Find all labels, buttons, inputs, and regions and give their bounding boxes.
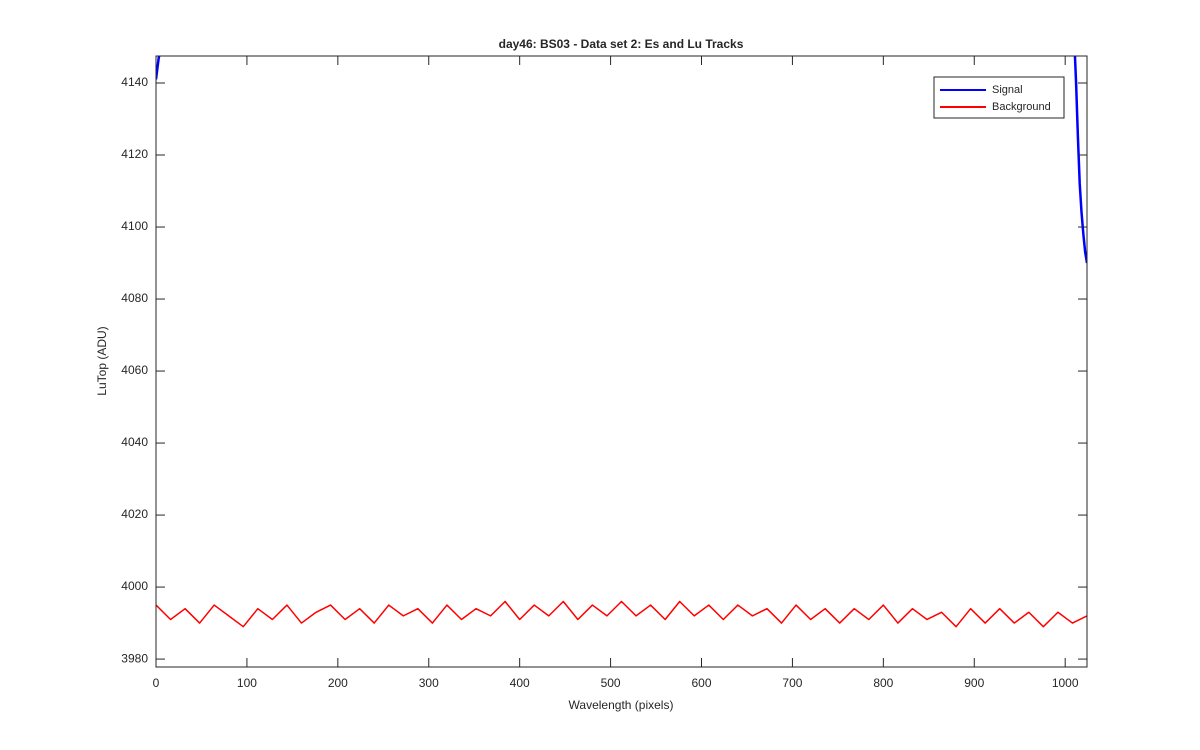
x-tick-label: 100 [237,676,257,690]
y-tick-label: 4040 [121,435,148,449]
legend-label: Signal [992,84,1023,96]
x-tick-label: 0 [153,676,160,690]
x-tick-label: 200 [328,676,348,690]
y-tick-label: 4140 [121,75,148,89]
series-line [156,56,1087,264]
x-axis-label: Wavelength (pixels) [569,698,674,712]
legend-label: Background [992,101,1051,113]
x-tick-label: 1000 [1052,676,1079,690]
y-tick-label: 3980 [121,651,148,665]
x-tick-label: 500 [601,676,621,690]
y-tick-label: 4000 [121,579,148,593]
plot-area [156,56,1087,628]
y-tick-label: 4100 [121,219,148,233]
x-tick-label: 800 [873,676,893,690]
chart-title: day46: BS03 - Data set 2: Es and Lu Trac… [499,37,744,51]
x-tick-label: 300 [419,676,439,690]
axes-box [155,55,1088,668]
y-tick-label: 4060 [121,363,148,377]
x-tick-label: 700 [782,676,802,690]
x-tick-label: 400 [510,676,530,690]
legend-box [933,76,1065,119]
y-tick-label: 4080 [121,291,148,305]
y-tick-label: 4020 [121,507,148,521]
y-tick-label: 4120 [121,147,148,161]
y-axis-label: LuTop (ADU) [95,326,109,395]
series-line [156,600,1087,628]
x-tick-label: 900 [964,676,984,690]
x-tick-label: 600 [691,676,711,690]
